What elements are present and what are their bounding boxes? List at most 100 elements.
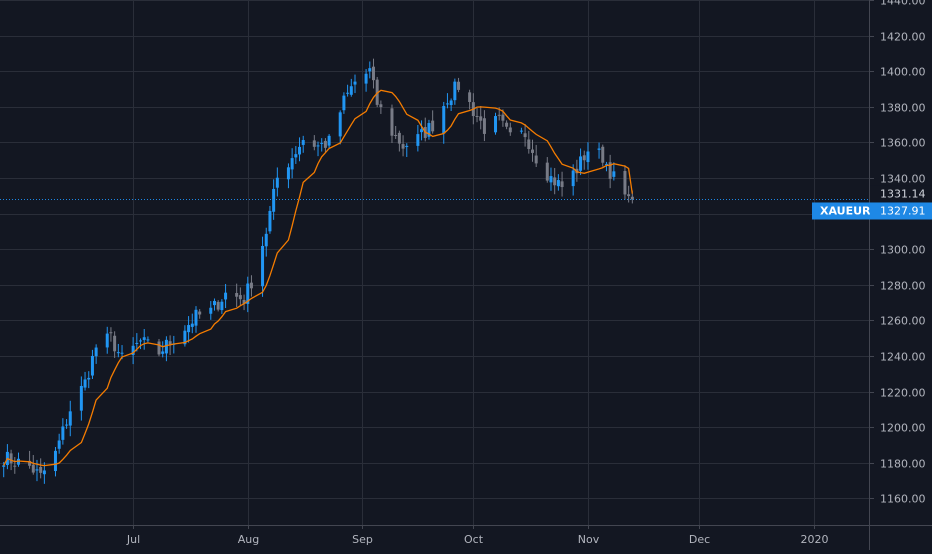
ma-value-tag-background	[870, 185, 932, 202]
candle-body	[212, 300, 216, 306]
candle-body	[457, 81, 461, 90]
y-tick-label: 1260.00	[880, 315, 926, 328]
candle-body	[442, 106, 446, 134]
candle-body	[394, 134, 398, 136]
candle-body	[549, 176, 553, 183]
time-axis[interactable]: Jul Aug Sep Oct Nov Dec 2020	[126, 525, 829, 546]
candle-body	[13, 465, 17, 467]
candle-body	[560, 181, 564, 188]
y-tick-label: 1420.00	[880, 31, 926, 44]
candle-body	[105, 333, 109, 348]
candle-body	[264, 233, 268, 247]
candle-body	[290, 158, 294, 170]
candle-body	[2, 465, 6, 467]
y-tick-label: 1400.00	[880, 66, 926, 79]
price-axis-background	[870, 0, 932, 550]
y-tick-label: 1200.00	[880, 422, 926, 435]
candle-body	[397, 132, 401, 144]
candle-body	[627, 194, 631, 197]
candle-body	[323, 140, 327, 148]
candle-body	[630, 196, 634, 200]
candle-body	[113, 335, 117, 352]
candle-body	[494, 116, 498, 133]
candle-body	[475, 115, 479, 117]
symbol-tag[interactable]: XAUEUR	[812, 202, 871, 220]
candle-body	[401, 144, 405, 149]
candle-body	[601, 146, 605, 163]
grid	[0, 0, 869, 525]
candle-body	[449, 100, 453, 106]
y-tick-label: 1360.00	[880, 137, 926, 150]
candle-body	[420, 129, 424, 133]
candle-body	[371, 66, 375, 81]
candle-body	[42, 470, 46, 475]
y-tick-label: 1280.00	[880, 280, 926, 293]
candle-body	[261, 245, 265, 287]
candle-body	[530, 149, 534, 153]
candle-body	[275, 177, 279, 188]
candle-body	[109, 332, 113, 334]
y-tick-label: 1180.00	[880, 458, 926, 471]
candle-body	[523, 133, 527, 138]
moving-average-line	[3, 89, 633, 467]
candle-body	[209, 307, 213, 314]
candle-body	[187, 325, 191, 333]
x-tick-label: Jul	[126, 533, 140, 546]
candle-body	[286, 167, 290, 180]
candles	[2, 58, 634, 484]
candle-body	[534, 155, 538, 164]
last-price-tag: 1327.91	[870, 202, 932, 220]
candle-body	[53, 450, 57, 472]
candle-body	[161, 351, 165, 354]
candle-body	[338, 112, 342, 137]
candle-body	[220, 301, 224, 311]
candle-body	[368, 68, 372, 72]
x-tick-label: Oct	[464, 533, 484, 546]
candle-body	[39, 466, 43, 473]
candle-body	[379, 104, 383, 108]
candle-body	[87, 377, 91, 380]
candle-body	[597, 148, 601, 150]
candle-body	[28, 460, 32, 466]
y-tick-label: 1300.00	[880, 244, 926, 257]
candle-body	[312, 140, 316, 147]
candle-body	[35, 469, 39, 471]
candle-body	[431, 120, 435, 132]
candle-body	[375, 79, 379, 105]
last-price-label: 1327.91	[880, 204, 926, 217]
x-tick-label: Aug	[238, 533, 259, 546]
candle-body	[94, 347, 98, 357]
y-tick-label: 1380.00	[880, 102, 926, 115]
candle-body	[9, 453, 13, 464]
candle-body	[364, 73, 368, 84]
candle-body	[505, 122, 509, 127]
candle-body	[268, 210, 272, 232]
candle-body	[519, 130, 523, 132]
candle-body	[623, 171, 627, 195]
candle-body	[453, 81, 457, 101]
x-tick-label: Dec	[689, 533, 710, 546]
candle-body	[579, 156, 583, 171]
candle-body	[238, 295, 242, 300]
candle-body	[79, 385, 83, 411]
candle-body	[545, 162, 549, 181]
candle-body	[612, 171, 616, 177]
price-axis[interactable]: 1440.00 1420.00 1400.00 1380.00 1360.00 1340.…	[870, 0, 926, 506]
candle-body	[116, 352, 120, 354]
candle-body	[90, 355, 94, 376]
candle-body	[445, 103, 449, 105]
candle-body	[242, 299, 246, 304]
candle-body	[608, 162, 612, 179]
candle-body	[527, 139, 531, 150]
candle-body	[194, 309, 198, 326]
candle-body	[294, 154, 298, 158]
candle-body	[198, 311, 202, 315]
candle-body	[553, 177, 557, 186]
x-tick-label: Nov	[578, 533, 600, 546]
candle-body	[353, 81, 357, 85]
candle-body	[16, 458, 20, 465]
candle-body	[61, 426, 65, 440]
